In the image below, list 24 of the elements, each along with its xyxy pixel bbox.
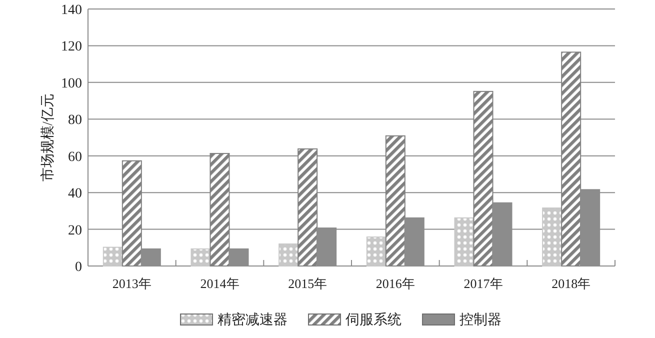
y-tick-label: 40 [68,186,82,202]
y-tick-label: 0 [75,260,82,275]
y-tick-label: 120 [61,40,82,55]
bar [542,207,562,266]
x-tick-label: 2015年 [288,276,328,291]
y-tick-label: 60 [68,150,82,165]
legend-label: 精密减速器 [218,312,288,328]
x-tick-label: 2014年 [200,276,240,291]
bar [454,217,474,266]
y-tick-label: 20 [68,223,82,238]
bar [102,246,123,266]
bar [278,243,299,266]
x-tick-label: 2017年 [464,276,503,291]
x-tick-label: 2018年 [552,276,591,291]
x-tick-label: 2013年 [112,276,152,291]
y-tick-label: 140 [61,3,82,18]
y-tick-label: 100 [61,76,82,92]
bar [366,236,386,266]
y-axis-title: 市场规模/亿元 [40,94,56,182]
legend-label: 控制器 [460,312,502,328]
x-tick-label: 2016年 [376,276,415,291]
bar [190,248,211,266]
legend-label: 伺服系统 [346,312,402,328]
y-tick-label: 80 [68,113,82,128]
